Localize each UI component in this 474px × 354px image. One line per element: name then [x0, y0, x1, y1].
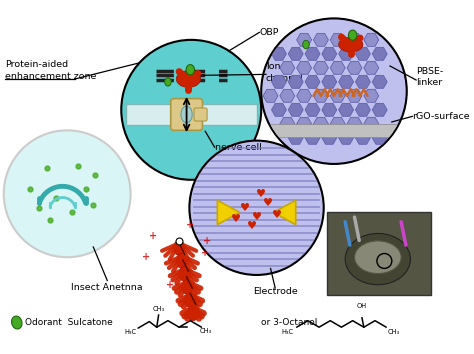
Ellipse shape: [164, 78, 171, 86]
Text: +: +: [142, 252, 151, 262]
Ellipse shape: [11, 316, 22, 329]
Text: +: +: [186, 219, 194, 230]
Ellipse shape: [176, 71, 201, 87]
Text: ♥: ♥: [256, 189, 266, 199]
Circle shape: [121, 40, 261, 180]
Ellipse shape: [345, 233, 410, 285]
Circle shape: [4, 130, 131, 257]
Ellipse shape: [348, 30, 357, 40]
Text: ♥: ♥: [272, 210, 282, 220]
Text: Ion
channel: Ion channel: [266, 62, 303, 82]
Text: nerve cell: nerve cell: [215, 143, 261, 152]
Text: OH: OH: [357, 303, 367, 309]
Text: +: +: [201, 247, 210, 258]
Text: Protein-aided
enhancement zone: Protein-aided enhancement zone: [5, 61, 96, 81]
Ellipse shape: [182, 280, 193, 295]
Text: ♥: ♥: [252, 212, 262, 222]
Text: Electrode: Electrode: [253, 287, 298, 296]
Text: H₃C: H₃C: [281, 329, 293, 335]
FancyBboxPatch shape: [126, 104, 256, 125]
Polygon shape: [273, 200, 296, 224]
Polygon shape: [218, 200, 240, 224]
Text: H₃C: H₃C: [125, 329, 137, 335]
Text: CH₃: CH₃: [153, 306, 164, 312]
Ellipse shape: [185, 293, 196, 308]
Ellipse shape: [303, 40, 309, 49]
FancyBboxPatch shape: [171, 99, 202, 130]
Text: O: O: [184, 314, 189, 320]
Ellipse shape: [186, 64, 194, 75]
Ellipse shape: [338, 37, 363, 52]
Text: ♥: ♥: [263, 198, 273, 208]
Ellipse shape: [173, 240, 185, 255]
Text: ♥: ♥: [247, 222, 257, 232]
Text: CH₃: CH₃: [388, 329, 400, 335]
Text: +: +: [166, 280, 174, 290]
FancyBboxPatch shape: [194, 108, 207, 121]
Ellipse shape: [355, 241, 401, 274]
Text: CH₃: CH₃: [199, 328, 211, 334]
Text: OBP: OBP: [259, 28, 279, 37]
Text: Odorant  Sulcatone: Odorant Sulcatone: [25, 318, 113, 327]
Text: PBSE-
linker: PBSE- linker: [416, 67, 443, 87]
Text: +: +: [149, 231, 157, 241]
Text: ♥: ♥: [240, 203, 250, 213]
Ellipse shape: [176, 253, 188, 268]
Circle shape: [261, 18, 407, 164]
Text: +: +: [203, 236, 211, 246]
Ellipse shape: [179, 267, 191, 281]
FancyBboxPatch shape: [265, 124, 403, 137]
Ellipse shape: [188, 306, 199, 321]
Text: ♥: ♥: [231, 214, 241, 224]
Ellipse shape: [181, 106, 192, 123]
Text: rGO-surface: rGO-surface: [412, 112, 470, 121]
Text: Insect Anetnna: Insect Anetnna: [72, 282, 143, 292]
Circle shape: [190, 141, 324, 275]
Text: or 3-Octanol: or 3-Octanol: [261, 318, 318, 327]
FancyBboxPatch shape: [327, 212, 431, 295]
